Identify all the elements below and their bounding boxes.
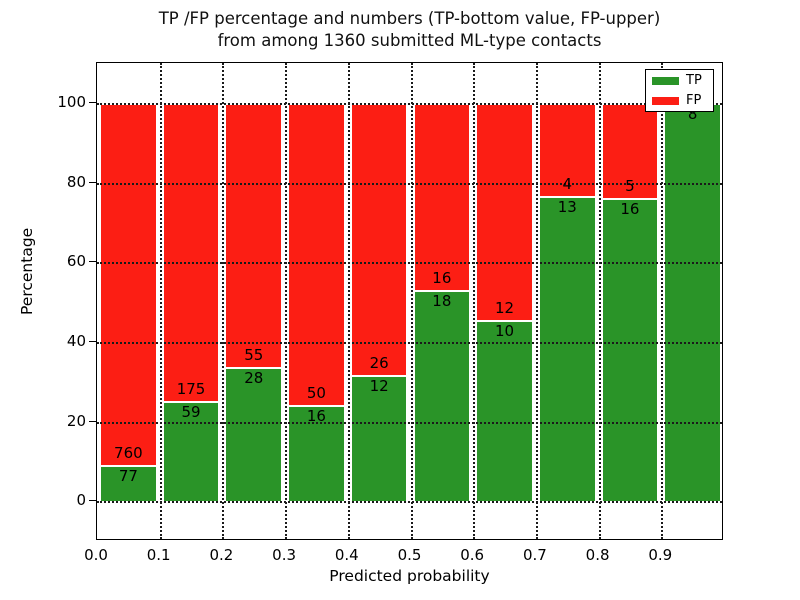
y-tick-mark	[89, 500, 96, 502]
plot-area: 760 77 175 59 55 28 50 16 26 12 16 18 12 10 4 13 5 16 8	[96, 62, 723, 540]
y-tick-mark	[89, 340, 96, 342]
bar-segment-tp	[537, 196, 597, 502]
chart-title-line2: from among 1360 submitted ML-type contac…	[217, 31, 602, 50]
legend: TP FP	[645, 69, 714, 112]
bar-segment-tp	[475, 319, 534, 502]
bar-count-label-tp: 16	[620, 199, 640, 218]
bar-segment-tp	[349, 375, 409, 502]
x-tick-label: 0.6	[460, 546, 485, 564]
y-tick-label: 40	[66, 331, 86, 350]
bar-count-label-tp: 59	[181, 402, 201, 421]
bars-layer	[97, 63, 722, 539]
gridline-vertical	[159, 63, 162, 539]
fp-legend-swatch	[652, 96, 679, 105]
bar-count-label-fp: 26	[369, 354, 389, 373]
y-tick-label: 60	[66, 252, 86, 271]
bar-segment-fp	[600, 102, 660, 198]
bar-segment-tp	[663, 102, 722, 502]
bar-segment-fp	[349, 102, 409, 376]
x-tick-label: 0.0	[84, 546, 108, 564]
gridline-vertical	[410, 63, 413, 539]
x-tick-label: 0.9	[648, 546, 673, 564]
y-tick-label: 20	[66, 411, 86, 430]
y-tick-label: 100	[57, 92, 86, 111]
bar-count-label-fp: 175	[176, 379, 206, 398]
y-tick-mark	[89, 101, 96, 103]
bar-segment-fp	[287, 102, 346, 405]
gridline-vertical	[598, 63, 601, 539]
gridline-vertical	[473, 63, 476, 539]
bar-segment-tp	[600, 197, 660, 502]
gridline-horizontal	[97, 102, 722, 105]
bar-count-label-fp: 12	[495, 298, 515, 317]
bar-segment-tp	[161, 400, 221, 502]
gridline-horizontal	[97, 262, 722, 265]
bar-count-label-tp: 77	[118, 466, 138, 485]
gridline-vertical	[347, 63, 350, 539]
legend-item-tp: TP	[652, 73, 707, 88]
legend-label-tp: TP	[686, 73, 702, 88]
bar-count-label-fp: 55	[244, 345, 264, 364]
legend-label-fp: FP	[686, 93, 702, 108]
bar-count-label-tp: 13	[557, 198, 577, 217]
x-tick-label: 0.8	[585, 546, 610, 564]
y-tick-label: 80	[66, 172, 86, 191]
x-tick-label: 0.4	[334, 546, 359, 564]
gridline-vertical	[661, 63, 664, 539]
y-tick-mark	[89, 261, 96, 263]
bar-count-label-tp: 16	[306, 406, 326, 425]
bar-count-label-fp: 16	[432, 269, 452, 288]
gridline-horizontal	[97, 501, 722, 504]
gridline-horizontal	[97, 421, 722, 424]
x-tick-label: 0.1	[146, 546, 171, 564]
y-tick-label: 0	[76, 491, 86, 510]
bar-segment-tp	[287, 404, 346, 502]
x-tick-label: 0.7	[522, 546, 547, 564]
gridline-vertical	[535, 63, 538, 539]
gridline-horizontal	[97, 341, 722, 344]
y-tick-mark	[89, 420, 96, 422]
bar-segment-fp	[99, 102, 158, 465]
legend-item-fp: FP	[652, 93, 707, 108]
y-tick-mark	[89, 181, 96, 183]
gridline-vertical	[285, 63, 288, 539]
bar-count-label-tp: 12	[369, 377, 389, 396]
bar-count-label-fp: 4	[562, 175, 573, 194]
gridline-vertical	[222, 63, 225, 539]
bar-count-label-tp: 8	[687, 104, 698, 123]
x-axis-label: Predicted probability	[329, 567, 490, 585]
chart-title-line1: TP /FP percentage and numbers (TP-bottom…	[158, 9, 661, 28]
bar-segment-fp	[412, 102, 472, 291]
bar-count-label-fp: 50	[306, 383, 326, 402]
bar-segment-tp	[224, 366, 284, 502]
bar-segment-tp	[412, 290, 472, 502]
bar-count-label-tp: 28	[244, 368, 264, 387]
x-tick-label: 0.3	[272, 546, 297, 564]
tp-legend-swatch	[652, 76, 679, 85]
bar-count-label-tp: 10	[495, 321, 515, 340]
bar-segment-fp	[475, 102, 534, 320]
bar-segment-fp	[224, 102, 284, 367]
x-tick-label: 0.5	[397, 546, 422, 564]
bar-segment-fp	[537, 102, 597, 197]
bar-segment-tp	[99, 464, 158, 502]
x-tick-label: 0.2	[209, 546, 234, 564]
bar-count-label-fp: 5	[625, 176, 635, 195]
bar-count-label-fp: 760	[114, 443, 143, 462]
gridlines-layer	[97, 63, 722, 539]
bar-count-label-tp: 18	[432, 292, 452, 311]
gridline-horizontal	[97, 182, 722, 185]
bar-labels-layer: 760 77 175 59 55 28 50 16 26 12 16 18 12 10 4 13 5 16 8	[97, 63, 722, 539]
